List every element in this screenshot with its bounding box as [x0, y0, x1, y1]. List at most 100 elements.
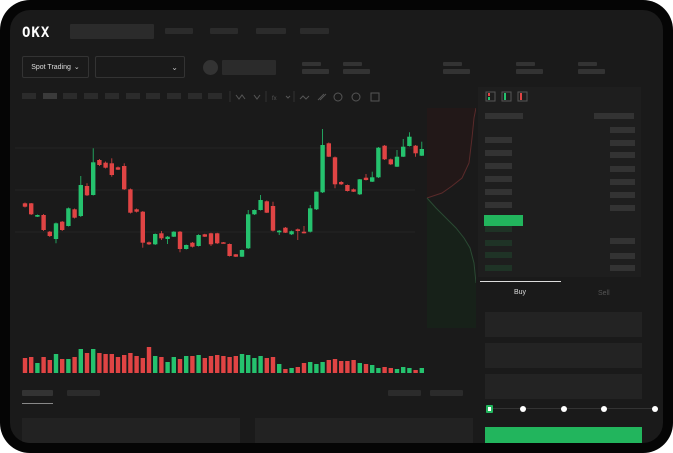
volume-bar — [29, 357, 34, 373]
tab-order-history[interactable] — [67, 390, 100, 396]
candle-body — [208, 233, 214, 245]
candle-body — [84, 186, 90, 196]
pair-price — [222, 60, 276, 75]
volume-bar — [208, 356, 214, 373]
candle-body — [78, 185, 83, 216]
volume-bar — [363, 364, 369, 373]
sell-tab[interactable]: Sell — [598, 290, 610, 297]
nav-item[interactable] — [256, 28, 286, 34]
timeframe-button[interactable] — [208, 93, 223, 99]
slider-step-100[interactable] — [652, 406, 658, 412]
timeframe-button[interactable] — [22, 93, 36, 99]
candle-body — [246, 214, 251, 249]
pair-dropdown[interactable]: ⌄ — [95, 56, 185, 78]
filter-button[interactable] — [430, 390, 463, 396]
chevron-down-icon: ⌄ — [73, 64, 80, 71]
search-bar[interactable] — [70, 24, 154, 39]
slider-step-25[interactable] — [520, 406, 526, 412]
slider-step-75[interactable] — [601, 406, 607, 412]
fx-icon[interactable]: fx — [272, 96, 277, 102]
chart-type-icon[interactable] — [253, 94, 261, 100]
volume-bar — [140, 358, 145, 373]
spot-trading-button[interactable]: Spot Trading ⌄ — [22, 56, 89, 78]
candle-body — [252, 210, 257, 215]
timeframe-button[interactable] — [166, 93, 181, 99]
buy-tab-underline — [480, 281, 561, 282]
asks-view-icon[interactable] — [517, 91, 528, 102]
bid-amount — [610, 253, 635, 259]
timeframe-button[interactable] — [146, 93, 161, 99]
timeframe-button[interactable] — [125, 93, 140, 99]
candle-body — [115, 167, 121, 170]
both-view-icon[interactable] — [485, 91, 496, 102]
nav-item[interactable] — [300, 28, 329, 34]
candle-body — [153, 234, 158, 245]
timeframe-button[interactable] — [63, 93, 78, 99]
stat-value — [343, 69, 370, 74]
volume-bar — [78, 349, 83, 373]
orders-panel — [22, 418, 240, 443]
candle-body — [320, 145, 325, 193]
price-input[interactable] — [485, 312, 642, 337]
volume-bar — [277, 364, 282, 373]
volume-bar — [115, 357, 121, 373]
last-price — [484, 215, 523, 226]
magnet-icon[interactable] — [333, 92, 343, 102]
volume-bar — [128, 353, 133, 373]
candle-body — [91, 162, 96, 195]
volume-bar — [351, 360, 356, 373]
volume-bar — [190, 356, 195, 373]
pencil-icon[interactable] — [317, 93, 327, 101]
volume-bar — [301, 363, 307, 373]
indicator-icon[interactable] — [235, 94, 246, 100]
candle-body — [277, 230, 282, 233]
trend-line-icon[interactable] — [299, 95, 310, 100]
volume-bar — [177, 359, 183, 373]
spot-trading-label: Spot Trading — [31, 63, 71, 71]
ask-price — [485, 176, 512, 182]
volume-bar — [227, 357, 232, 373]
candlestick-chart[interactable] — [10, 10, 430, 380]
volume-bar — [84, 353, 90, 373]
bid-price — [485, 265, 512, 271]
timeframe-button[interactable] — [42, 93, 57, 99]
okx-logo[interactable]: OKX — [22, 25, 51, 41]
amount-input[interactable] — [485, 343, 642, 368]
drawing-tools: fx — [229, 91, 380, 102]
timeframe-button[interactable] — [84, 93, 99, 99]
volume-bar — [345, 361, 350, 373]
bids-view-icon[interactable] — [501, 91, 512, 102]
volume-bar — [53, 354, 59, 373]
eye-icon[interactable] — [351, 92, 361, 102]
buy-button[interactable] — [485, 427, 642, 443]
slider-step-50[interactable] — [561, 406, 567, 412]
orderbook-view-toggles — [485, 91, 528, 102]
volume-bar — [146, 347, 152, 373]
bid-amount — [610, 238, 635, 244]
filter-button[interactable] — [388, 390, 421, 396]
tab-open-orders[interactable] — [22, 390, 53, 396]
volume-bar — [184, 356, 189, 373]
stat-value — [302, 69, 329, 74]
timeframe-button[interactable] — [187, 93, 202, 99]
volume-bar — [370, 365, 375, 373]
candle-body — [382, 145, 387, 160]
candle-body — [394, 156, 400, 167]
slider-handle[interactable] — [486, 405, 493, 413]
nav-item[interactable] — [165, 28, 193, 34]
ask-amount — [610, 140, 635, 146]
candle-body — [29, 203, 34, 215]
candle-body — [190, 242, 195, 247]
fullscreen-icon[interactable] — [370, 92, 380, 102]
nav-item[interactable] — [210, 28, 238, 34]
volume-bar — [339, 361, 344, 373]
volume-bar — [22, 358, 28, 373]
volume-bar — [320, 362, 325, 373]
timeframe-button[interactable] — [104, 93, 119, 99]
buy-tab[interactable]: Buy — [514, 289, 527, 296]
candle-body — [339, 182, 344, 185]
stat-label — [302, 62, 321, 66]
total-input[interactable] — [485, 374, 642, 399]
chevron-down-icon[interactable] — [285, 95, 291, 99]
amount-slider[interactable] — [488, 408, 658, 409]
